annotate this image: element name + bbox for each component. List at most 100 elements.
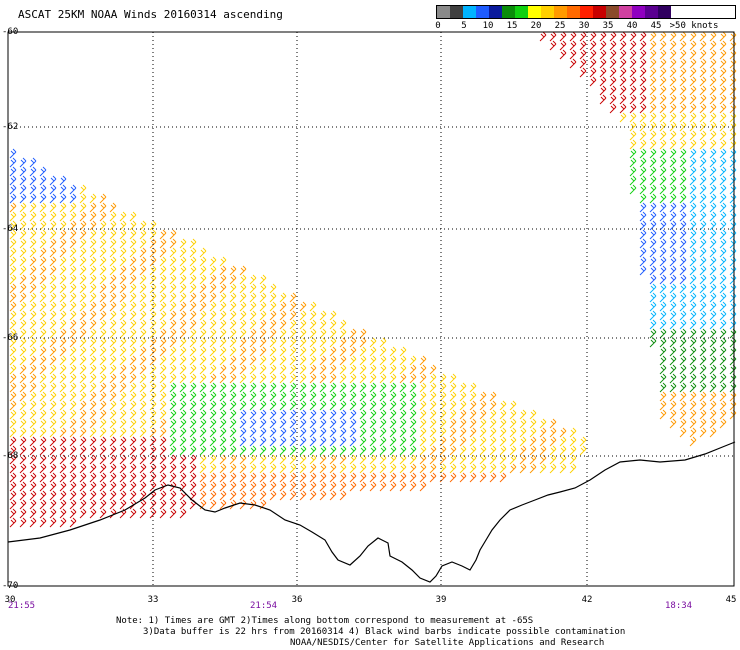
wind-barb (719, 301, 727, 312)
wind-barb (109, 238, 117, 249)
wind-barb (669, 211, 677, 222)
wind-barb (39, 346, 47, 357)
wind-barb (49, 490, 57, 501)
wind-barb (189, 472, 197, 483)
wind-barb (689, 103, 697, 114)
wind-barb (59, 508, 67, 519)
wind-barb (269, 301, 277, 312)
wind-barb (689, 436, 697, 447)
wind-barb (589, 31, 597, 42)
wind-barb (689, 148, 697, 159)
wind-barb (199, 445, 207, 456)
wind-barb (79, 283, 87, 294)
wind-barb (289, 391, 297, 402)
wind-barb (189, 265, 197, 276)
wind-barb (199, 391, 207, 402)
wind-barb (699, 418, 707, 429)
wind-barb (459, 427, 467, 438)
y-tick-label: -68 (2, 451, 19, 461)
wind-barb (209, 499, 217, 510)
wind-barb (679, 238, 687, 249)
wind-barb (29, 481, 37, 492)
wind-barb (229, 310, 237, 321)
wind-barb (19, 202, 27, 213)
wind-barb (479, 400, 487, 411)
wind-barb (229, 490, 237, 501)
wind-barb (489, 463, 497, 474)
wind-barb (719, 40, 727, 51)
wind-barb (629, 184, 637, 195)
wind-barb (169, 337, 177, 348)
wind-barb (9, 256, 17, 267)
wind-barb (699, 58, 707, 69)
wind-barb (359, 463, 367, 474)
wind-barb (539, 418, 547, 429)
wind-barb (659, 391, 667, 402)
wind-barb (339, 481, 347, 492)
wind-barb (559, 40, 567, 51)
wind-barb (239, 445, 247, 456)
wind-barb (69, 346, 77, 357)
wind-barb (379, 463, 387, 474)
wind-barb (129, 220, 137, 231)
wind-barb (169, 229, 177, 240)
wind-barb (189, 337, 197, 348)
wind-barb (659, 238, 667, 249)
wind-barb (479, 391, 487, 402)
wind-barb (109, 202, 117, 213)
pass-time-label: 18:34 (665, 601, 693, 611)
wind-barb (579, 445, 587, 456)
wind-barb (399, 355, 407, 366)
wind-barb (709, 184, 717, 195)
wind-barb (689, 49, 697, 60)
wind-barb (139, 508, 147, 519)
wind-barb (59, 211, 67, 222)
wind-barb (249, 283, 257, 294)
wind-barb (279, 463, 287, 474)
wind-barb (709, 166, 717, 177)
wind-barb (689, 337, 697, 348)
wind-barb (169, 490, 177, 501)
note-line-2: 3)Data buffer is 22 hrs from 20160314 4)… (143, 627, 626, 637)
wind-barb (649, 211, 657, 222)
wind-barb (349, 337, 357, 348)
wind-barb (569, 49, 577, 60)
wind-barb (679, 193, 687, 204)
wind-barb (609, 49, 617, 60)
wind-barb (599, 31, 607, 42)
wind-barb (589, 49, 597, 60)
wind-barb (309, 454, 317, 465)
wind-barb (449, 472, 457, 483)
wind-barb (229, 418, 237, 429)
wind-barb (449, 454, 457, 465)
wind-barb (129, 481, 137, 492)
wind-barb (229, 274, 237, 285)
wind-barb (709, 418, 717, 429)
wind-barb (59, 445, 67, 456)
wind-barb (649, 103, 657, 114)
wind-barb (169, 364, 177, 375)
wind-barb (419, 373, 427, 384)
wind-barb (649, 292, 657, 303)
wind-barb (389, 427, 397, 438)
wind-barb (499, 445, 507, 456)
wind-barb (679, 319, 687, 330)
wind-barb (689, 409, 697, 420)
wind-barb (669, 391, 677, 402)
wind-barb (159, 490, 167, 501)
wind-barb (9, 274, 17, 285)
wind-barb (129, 472, 137, 483)
wind-barb (189, 346, 197, 357)
wind-barb (639, 67, 647, 78)
wind-barb (369, 445, 377, 456)
wind-barb (299, 301, 307, 312)
wind-barb (139, 499, 147, 510)
wind-barb (309, 373, 317, 384)
wind-barb (669, 121, 677, 132)
wind-barb (219, 490, 227, 501)
wind-barb (19, 382, 27, 393)
wind-barb (119, 499, 127, 510)
wind-barb (729, 166, 737, 177)
wind-barb (359, 472, 367, 483)
wind-barb (489, 472, 497, 483)
